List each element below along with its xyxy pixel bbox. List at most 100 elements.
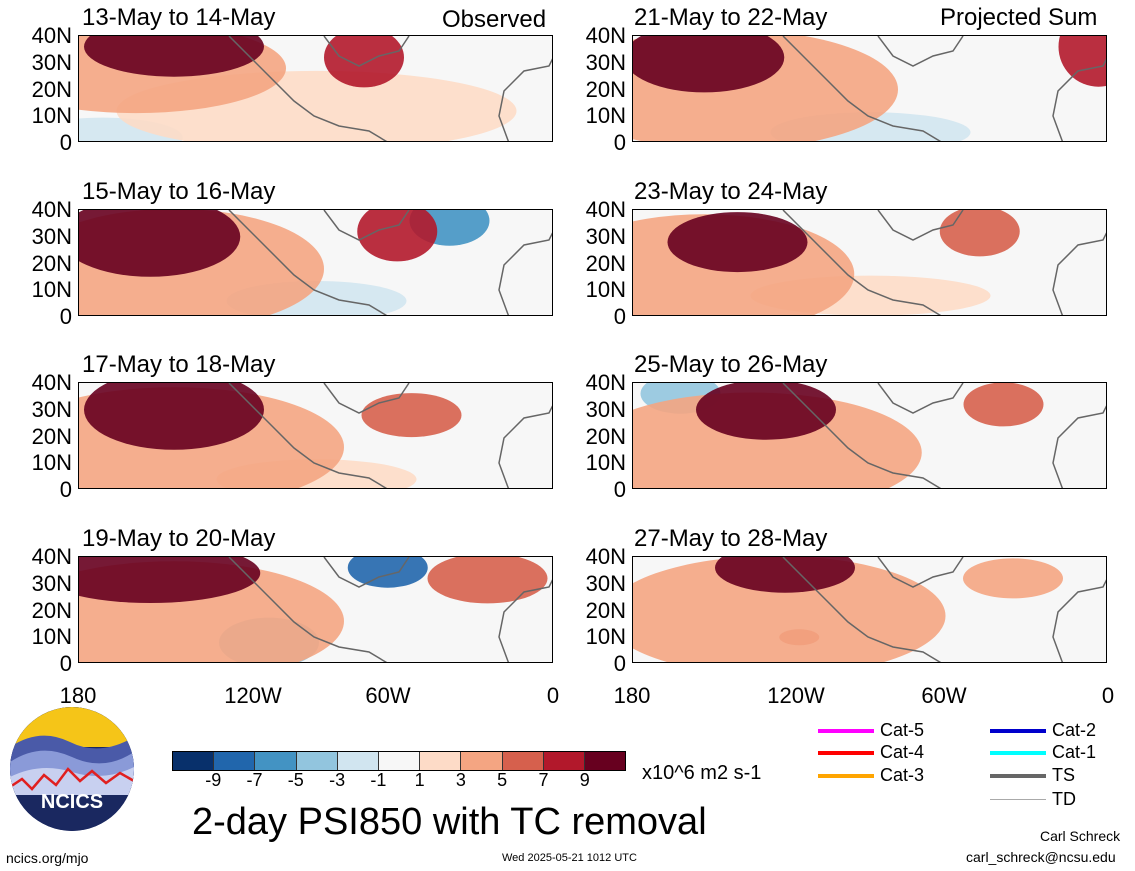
colorbar-swatch	[214, 752, 256, 770]
lat-label: 0	[613, 651, 626, 676]
legend-label: Cat-5	[880, 720, 925, 740]
psi850-map	[78, 556, 553, 663]
colorbar-swatch	[543, 752, 585, 770]
lat-label: 20N	[31, 76, 72, 102]
colorbar-swatch	[461, 752, 503, 770]
lat-label: 20N	[585, 76, 626, 102]
panel-title: 19-May to 20-May	[82, 525, 276, 552]
legend-item: Cat-1	[990, 742, 1096, 763]
lat-label: 0	[613, 477, 626, 502]
lon-label: 0	[546, 683, 560, 708]
lon-label: 120W	[224, 683, 282, 708]
legend-line	[818, 773, 874, 778]
figure-title: 2-day PSI850 with TC removal	[192, 801, 707, 843]
psi850-map	[78, 35, 553, 142]
lat-label: 0	[613, 130, 626, 155]
lat-label: 10N	[31, 450, 72, 476]
psi850-map	[632, 382, 1107, 489]
lat-label: 40N	[585, 370, 626, 395]
colorbar-label: -1	[370, 770, 387, 790]
colorbar-label: -3	[329, 770, 346, 790]
panel-title: 17-May to 18-May	[82, 351, 276, 378]
lat-label: 20N	[585, 250, 626, 276]
lat-label: 0	[613, 304, 626, 329]
lat-label: 40N	[585, 544, 626, 569]
lat-label: 10N	[585, 103, 626, 129]
colorbar-swatch	[173, 752, 215, 770]
lat-label: 30N	[585, 396, 626, 422]
legend-label: Cat-4	[880, 742, 925, 762]
colorbar-label: 1	[414, 770, 425, 790]
lat-label: 10N	[585, 450, 626, 476]
lat-label: 0	[59, 477, 72, 502]
legend-item: Cat-4	[818, 742, 924, 763]
lat-label: 20N	[585, 423, 626, 449]
lat-label: 20N	[31, 250, 72, 276]
legend-label: TS	[1052, 765, 1076, 785]
lat-label: 40N	[585, 197, 626, 222]
lat-label: 30N	[31, 570, 72, 596]
legend-line	[818, 750, 874, 755]
colorbar	[172, 751, 626, 771]
psi850-map	[78, 209, 553, 316]
lat-label: 40N	[31, 544, 72, 569]
lat-label: 30N	[31, 396, 72, 422]
lat-label: 0	[59, 130, 72, 155]
logo-text: NCICS	[40, 791, 104, 813]
legend-label: Cat-3	[880, 765, 925, 785]
colorbar-label: -5	[287, 770, 304, 790]
colorbar-label: -7	[246, 770, 263, 790]
lat-label: 40N	[31, 370, 72, 395]
colorbar-label: 3	[455, 770, 466, 790]
author-name: Carl Schreck	[1040, 828, 1121, 844]
colorbar-label: -9	[205, 770, 222, 790]
colorbar-swatch	[584, 752, 626, 770]
colorbar-swatch	[296, 752, 338, 770]
panel-tag: Projected Sum	[940, 4, 1098, 31]
lat-label: 20N	[31, 423, 72, 449]
lat-label: 20N	[585, 597, 626, 623]
lat-label: 30N	[585, 223, 626, 249]
legend-label: TD	[1052, 789, 1076, 809]
legend-line	[990, 773, 1046, 778]
lat-label: 10N	[31, 277, 72, 303]
lon-label: 0	[1101, 683, 1115, 708]
colorbar-swatch	[255, 752, 297, 770]
legend-line	[990, 750, 1046, 755]
source-url: ncics.org/mjo	[6, 850, 89, 866]
legend-item: Cat-2	[990, 720, 1096, 741]
colorbar-units: x10^6 m2 s-1	[642, 762, 762, 784]
colorbar-swatch	[420, 752, 462, 770]
colorbar-label: 5	[497, 770, 508, 790]
lon-label: 180	[613, 683, 651, 708]
legend-item: TS	[990, 765, 1075, 786]
lat-label: 20N	[31, 597, 72, 623]
legend-line	[818, 728, 874, 733]
lat-label: 40N	[31, 197, 72, 222]
panel-tag: Observed	[442, 6, 547, 33]
lat-label: 0	[59, 304, 72, 329]
lat-label: 10N	[585, 277, 626, 303]
psi850-map	[632, 556, 1107, 663]
lon-label: 60W	[365, 683, 411, 708]
lat-label: 10N	[31, 103, 72, 129]
lon-label: 60W	[921, 683, 967, 708]
lat-label: 30N	[31, 223, 72, 249]
lat-label: 30N	[585, 570, 626, 596]
colorbar-swatch	[337, 752, 379, 770]
psi850-map	[632, 35, 1107, 142]
timestamp: Wed 2025-05-21 1012 UTC	[502, 852, 637, 864]
legend-label: Cat-2	[1052, 720, 1097, 740]
legend-line	[990, 799, 1046, 800]
lat-label: 0	[59, 651, 72, 676]
legend-item: TD	[990, 789, 1076, 810]
panel-title: 15-May to 16-May	[82, 178, 276, 205]
lat-label: 30N	[585, 49, 626, 75]
legend-item: Cat-3	[818, 765, 924, 786]
lat-label: 10N	[31, 624, 72, 650]
legend-line	[990, 728, 1046, 733]
colorbar-swatch	[502, 752, 544, 770]
lat-label: 30N	[31, 49, 72, 75]
colorbar-label: 7	[538, 770, 549, 790]
psi850-map	[632, 209, 1107, 316]
